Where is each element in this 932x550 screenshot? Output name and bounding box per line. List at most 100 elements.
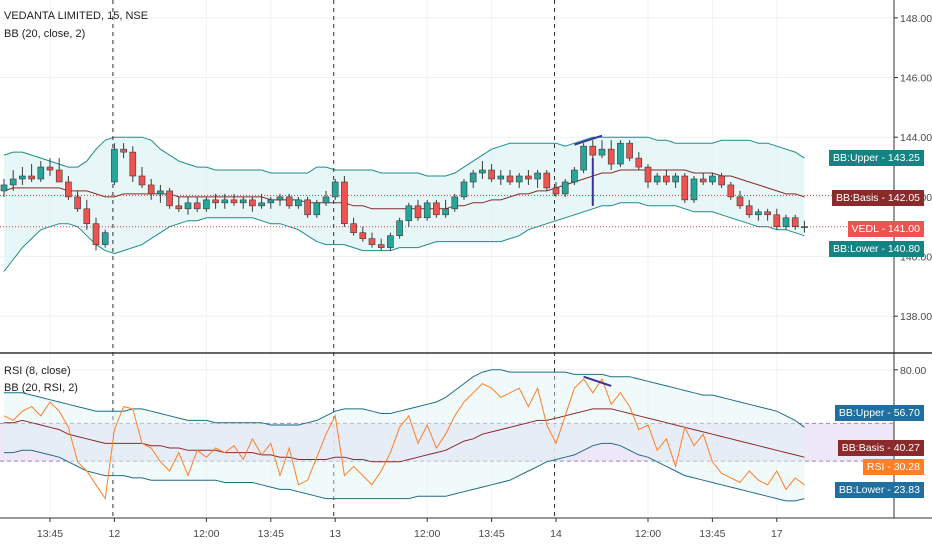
time-tick-label: 13:45 (478, 528, 504, 540)
candle-body (28, 175, 35, 180)
candle-body (157, 190, 164, 195)
candle-body (129, 151, 137, 177)
candle-body (221, 199, 229, 204)
candle-body (497, 175, 505, 180)
bb-upper-badge: BB:Upper - 143.25 (829, 150, 924, 166)
candle-body (423, 202, 431, 219)
candle-body (377, 244, 385, 248)
rsi-bb-upper-badge: BB:Upper - 56.70 (834, 405, 924, 421)
candle-body (607, 148, 615, 165)
candle-body (37, 166, 45, 180)
candle-body (331, 181, 339, 198)
candle-body (433, 202, 440, 216)
candle-body (276, 196, 284, 201)
candle-body (258, 202, 265, 207)
candle-body (322, 196, 330, 204)
candle-body (368, 238, 376, 245)
candle-body (387, 235, 394, 248)
candle-body (690, 178, 698, 201)
candle-body (479, 169, 486, 174)
candle-body (745, 205, 753, 216)
rsi-trendline-drawing (583, 375, 612, 387)
candle-body (396, 220, 403, 236)
candle-body (313, 202, 321, 216)
candle-body (295, 199, 302, 207)
time-tick-label: 14 (550, 528, 562, 540)
candle-body (442, 208, 449, 216)
candle-body (764, 211, 771, 216)
time-tick-label: 13:45 (37, 528, 63, 540)
time-tick-label: 12:00 (193, 528, 219, 540)
time-tick-label: 12:00 (635, 528, 661, 540)
candle-body (267, 199, 275, 204)
time-tick-label: 13:45 (699, 528, 725, 540)
candle-body (184, 202, 192, 210)
candle-body (65, 181, 72, 198)
candle-body (736, 196, 744, 207)
candle-body (230, 199, 238, 204)
time-tick-label: 12:00 (414, 528, 440, 540)
bb-lower-line (3, 202, 805, 272)
rsi-bb-legend[interactable]: BB (20, RSI, 2) (4, 382, 78, 394)
candle-body (635, 157, 643, 168)
candle-body (534, 172, 541, 180)
candle-body (718, 175, 725, 186)
rsi-legend[interactable]: RSI (8, close) (4, 365, 71, 377)
candle-body (74, 196, 81, 210)
candle-body (727, 184, 735, 198)
candle-body (414, 205, 422, 219)
rsi-bb-fill (4, 369, 805, 501)
rsi-bb-lower-line (4, 442, 805, 502)
bb-legend[interactable]: BB (20, close, 2) (4, 28, 86, 40)
rsi-bb-lower-badge: BB:Lower - 23.83 (834, 482, 924, 498)
trendline-drawing (574, 134, 603, 146)
candle-body (543, 172, 551, 189)
rsi-tick-label: 80.00 (900, 365, 926, 377)
candle-body (166, 190, 173, 207)
bb-basis-badge: BB:Basis - 142.05 (831, 190, 924, 206)
candle-body (55, 169, 63, 183)
candle-body (249, 199, 256, 207)
last-price-badge: VEDL - 141.00 (847, 221, 924, 237)
candle-body (755, 211, 762, 216)
price-tick-label: 148.00 (900, 13, 932, 25)
time-tick-label: 13 (329, 528, 341, 540)
candle-body (598, 148, 606, 156)
candle-body (304, 199, 311, 216)
time-tick-label: 13:45 (258, 528, 284, 540)
candle-body (138, 175, 146, 186)
candle-body (341, 181, 348, 225)
candle-body (709, 175, 716, 183)
candle-body (791, 217, 799, 228)
candle-body (239, 199, 247, 204)
candle-body (801, 226, 808, 229)
candle-body (681, 175, 689, 201)
rsi-line (3, 377, 805, 500)
time-tick-label: 12 (109, 528, 121, 540)
symbol-legend[interactable]: VEDANTA LIMITED, 15, NSE (4, 10, 149, 22)
candle-body (9, 178, 17, 186)
candle-body (212, 199, 219, 204)
candle-body (699, 178, 707, 183)
rsi-bb-basis-line (4, 408, 805, 463)
candle-body (405, 205, 413, 222)
candle-body (506, 175, 514, 183)
candle-body (469, 172, 477, 183)
candle-body (175, 205, 183, 210)
candle-body (617, 142, 624, 165)
candle-body (580, 145, 587, 171)
candle-body (589, 145, 597, 156)
candle-body (83, 208, 91, 225)
candle-body (773, 214, 781, 228)
candle-body (672, 175, 679, 183)
candle-body (663, 175, 670, 183)
rsi-bb-upper-line (4, 369, 805, 428)
candle-body (46, 166, 54, 171)
candle-body (147, 184, 155, 195)
candle-body (561, 181, 569, 195)
price-tick-label: 146.00 (900, 73, 932, 85)
candle-body (644, 166, 652, 183)
candle-body (111, 148, 118, 183)
candle-body (203, 199, 210, 210)
